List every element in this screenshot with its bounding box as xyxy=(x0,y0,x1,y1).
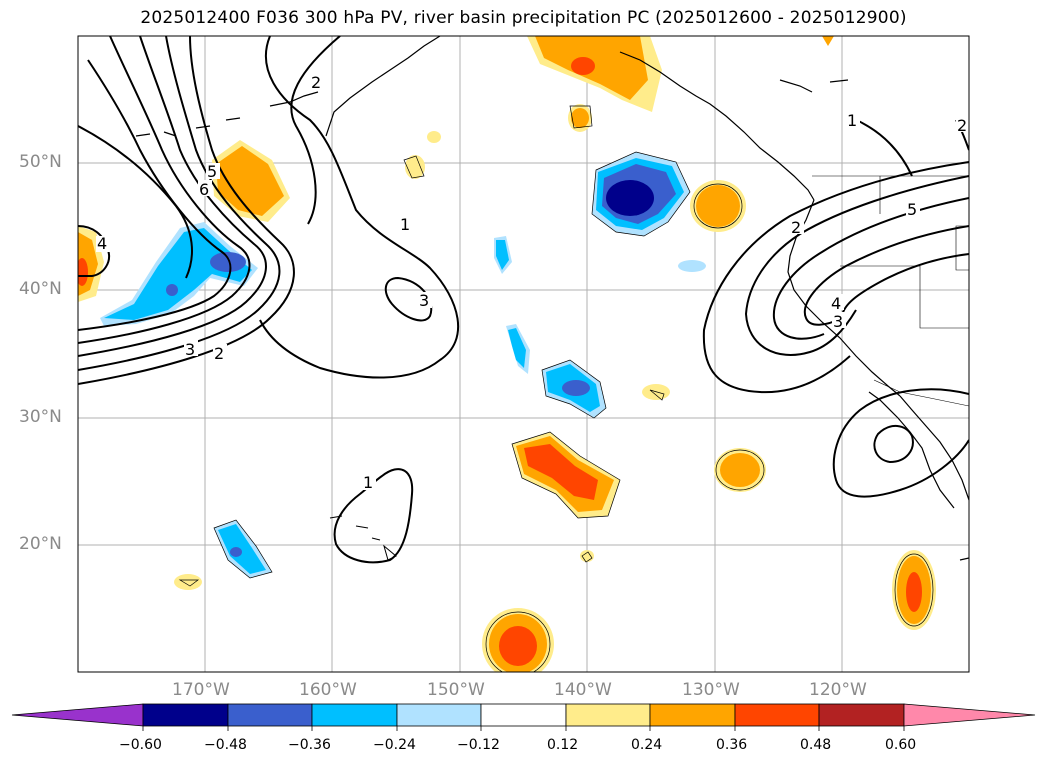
pv-contours xyxy=(78,36,969,564)
contour-label: 1 xyxy=(847,111,857,130)
lon-label-140w: 140°W xyxy=(554,680,612,700)
contour-label: 4 xyxy=(97,234,107,253)
lat-label-40n: 40°N xyxy=(19,279,62,299)
contour-label: 3 xyxy=(185,340,195,359)
colorbar-tick: −0.12 xyxy=(457,737,500,753)
lat-label-20n: 20°N xyxy=(19,534,62,554)
precip-negative-region xyxy=(100,152,706,578)
map-title: 2025012400 F036 300 hPa PV, river basin … xyxy=(140,8,907,28)
lon-label-130w: 130°W xyxy=(682,680,740,700)
contour-labels: 2 4 5 6 1 3 3 2 1 2 5 4 3 1 2 xyxy=(96,73,969,492)
colorbar-tick: 0.48 xyxy=(800,737,832,753)
contour-label: 2 xyxy=(311,73,321,92)
map-frame xyxy=(77,35,970,673)
contour-label: 5 xyxy=(207,162,217,181)
contour-label: 3 xyxy=(833,312,843,331)
hawaii-islands xyxy=(329,515,397,561)
contour-label: 2 xyxy=(791,218,801,237)
contour-label: 2 xyxy=(214,344,224,363)
contour-label: 5 xyxy=(907,200,917,219)
lat-label-30n: 30°N xyxy=(19,407,62,427)
coastlines xyxy=(135,36,969,561)
lon-label-150w: 150°W xyxy=(427,680,485,700)
colorbar-tick: −0.36 xyxy=(288,737,331,753)
contour-label: 1 xyxy=(363,473,373,492)
colorbar-tick: 0.36 xyxy=(716,737,748,753)
colorbar-tick: 0.60 xyxy=(885,737,917,753)
colorbar-tick: −0.24 xyxy=(373,737,416,753)
lon-label-120w: 120°W xyxy=(809,680,867,700)
lon-label-170w: 170°W xyxy=(172,680,230,700)
colorbar xyxy=(11,703,1036,731)
precip-outlines xyxy=(178,105,934,672)
colorbar-tick: −0.48 xyxy=(204,737,247,753)
contour-label: 4 xyxy=(831,294,841,313)
borders xyxy=(812,175,969,407)
contour-label: 1 xyxy=(400,215,410,234)
contour-label: 2 xyxy=(957,116,967,135)
colorbar-tick: 0.24 xyxy=(631,737,663,753)
contour-label: 3 xyxy=(419,291,429,310)
colorbar-tick: −0.60 xyxy=(119,737,162,753)
colorbar-tick: 0.12 xyxy=(547,737,579,753)
lat-label-50n: 50°N xyxy=(19,152,62,172)
lon-label-160w: 160°W xyxy=(299,680,357,700)
contour-label: 6 xyxy=(199,180,209,199)
